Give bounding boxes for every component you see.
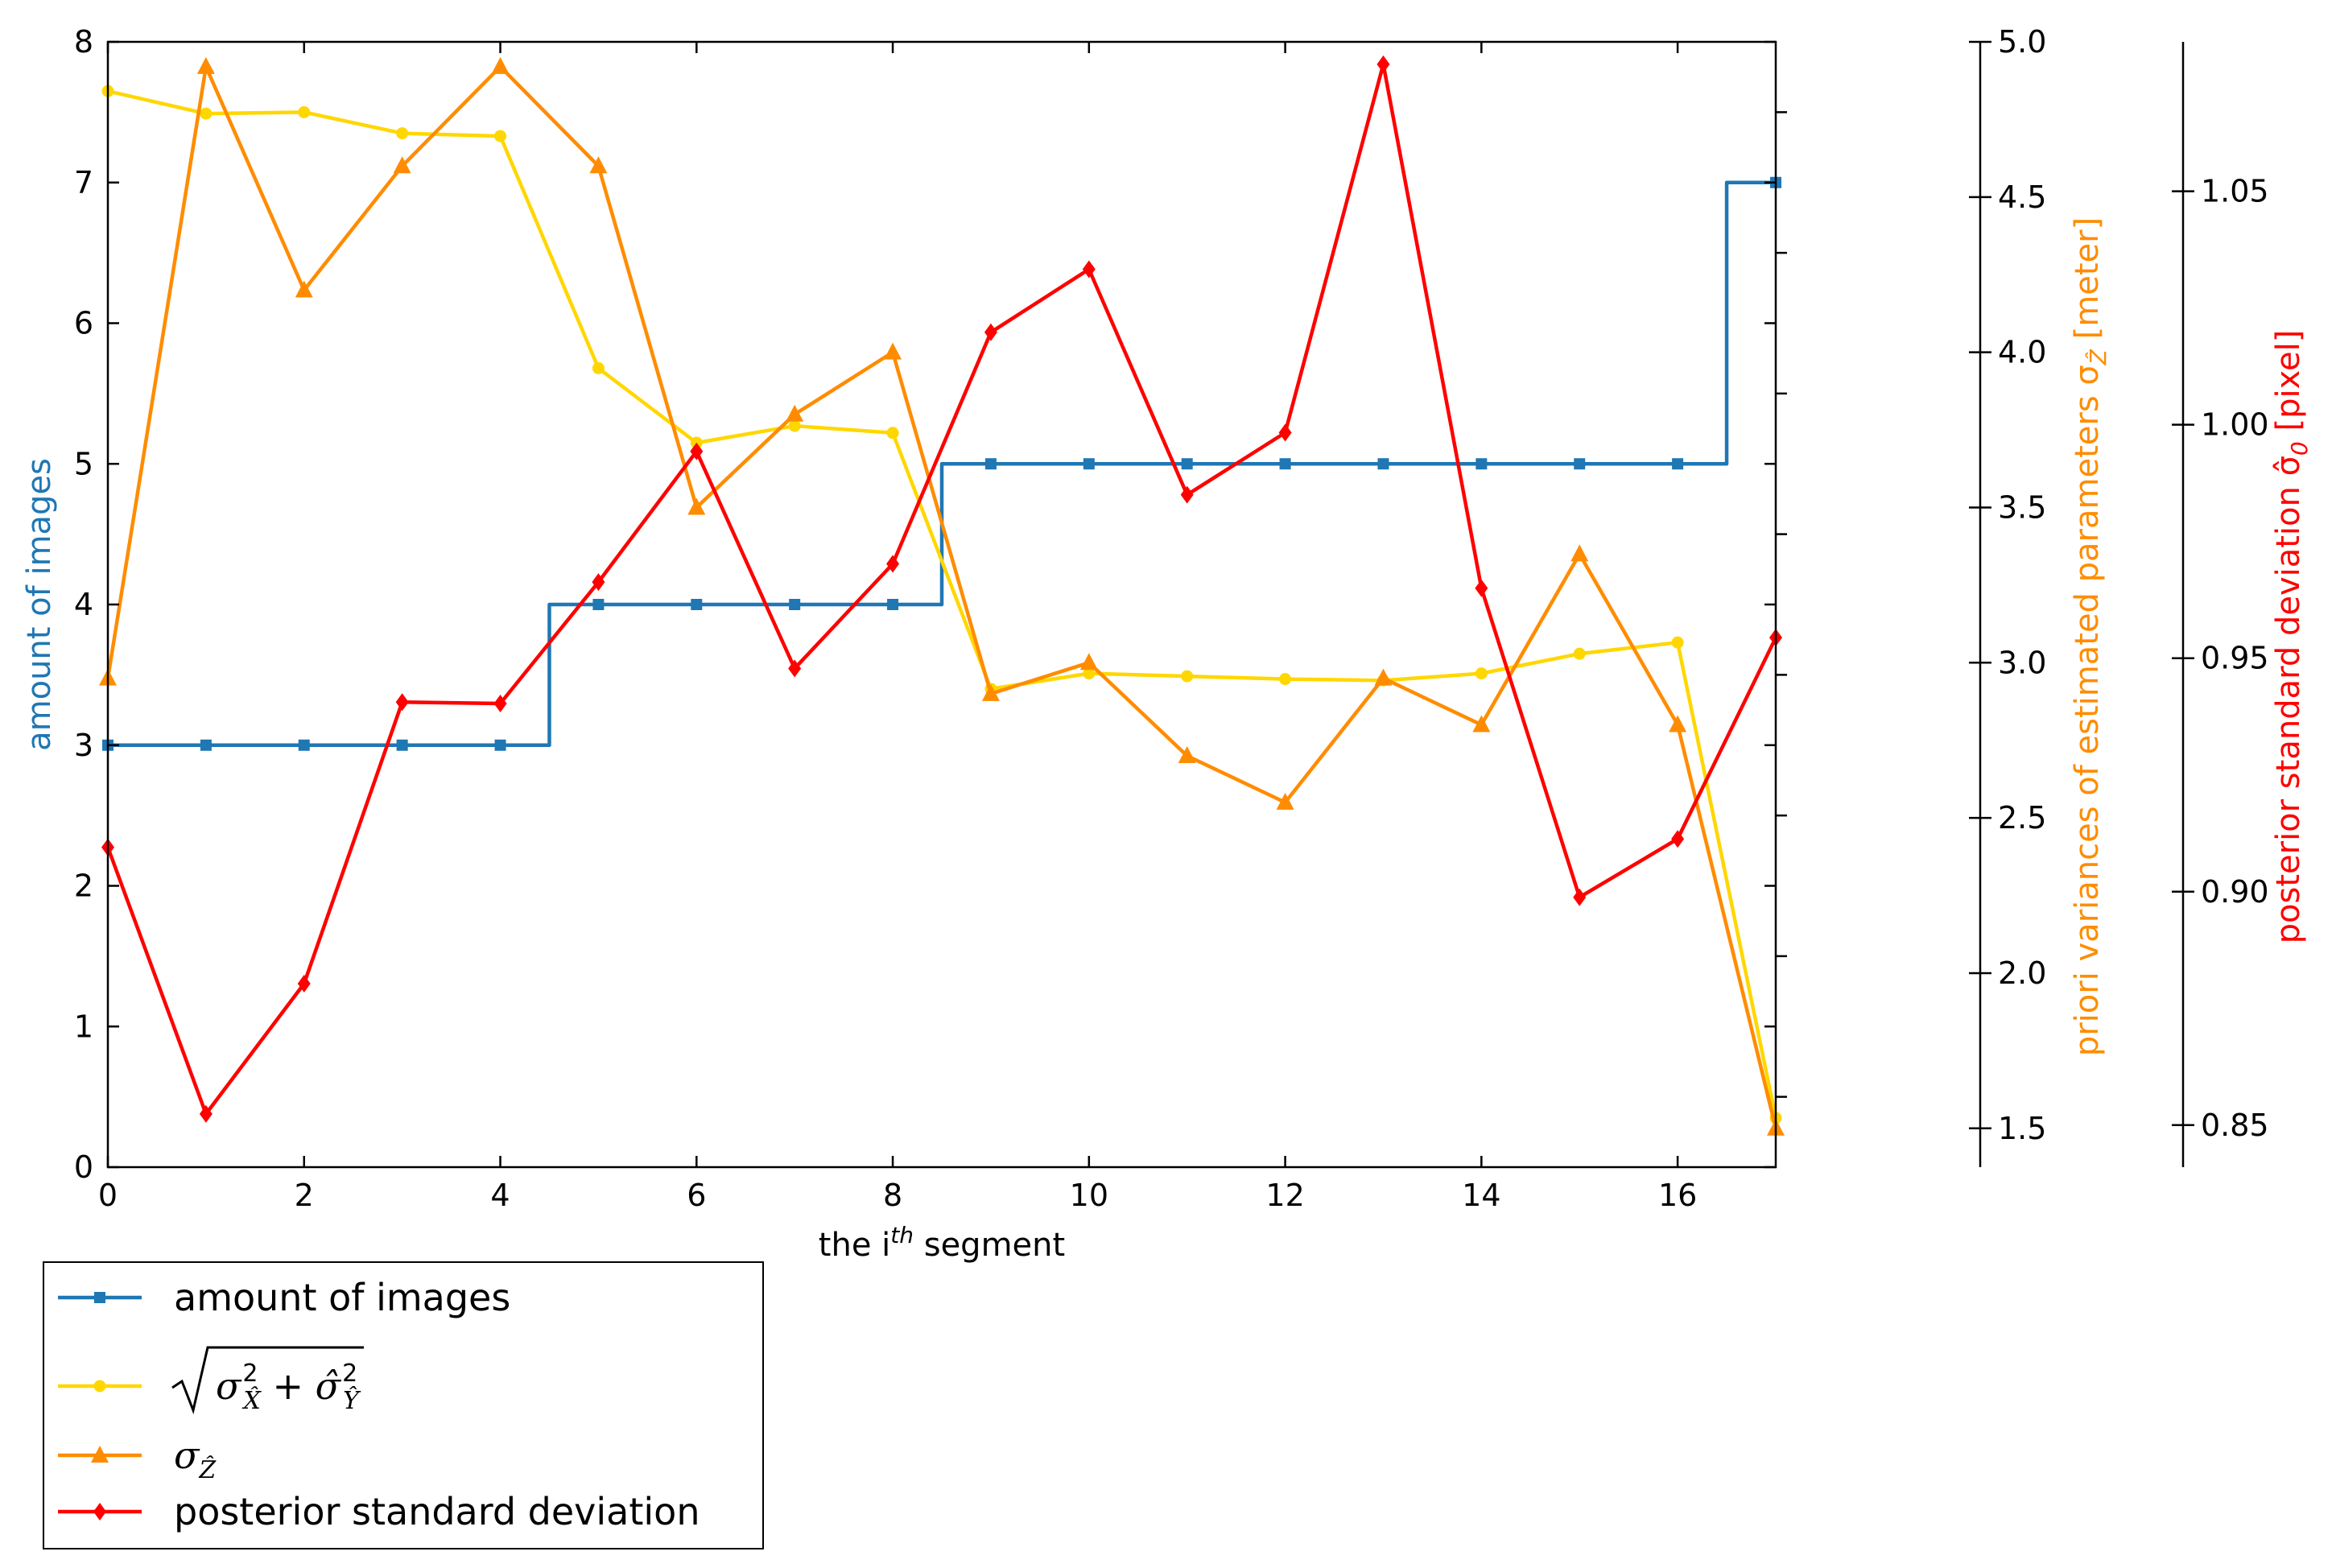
data-point [1475, 458, 1487, 469]
data-point [396, 127, 408, 139]
data-point [592, 362, 605, 374]
x-axis-title: the ith segment [819, 1222, 1065, 1264]
legend-label: amount of images [174, 1276, 510, 1319]
y-tick-label: 5 [74, 446, 93, 481]
left-axis-title: amount of images [21, 458, 58, 751]
right2-tick-label: 0.95 [2201, 641, 2269, 676]
y-tick-label: 0 [74, 1149, 93, 1185]
data-point [592, 599, 604, 610]
x-tick-label: 12 [1265, 1178, 1304, 1213]
y-tick-label: 4 [74, 587, 93, 622]
data-point [397, 740, 408, 751]
data-point [396, 693, 409, 711]
x-tick-label: 2 [295, 1178, 314, 1213]
data-point [1475, 580, 1488, 597]
x-tick-label: 6 [687, 1178, 706, 1213]
data-point [197, 57, 215, 74]
right2-tick-label: 0.85 [2201, 1108, 2269, 1143]
y-tick-label: 6 [74, 306, 93, 341]
right2-tick-label: 1.00 [2201, 407, 2269, 443]
y-tick-label: 1 [74, 1009, 93, 1044]
data-point [1083, 458, 1095, 469]
x-tick-label: 16 [1658, 1178, 1697, 1213]
data-point [1475, 667, 1488, 679]
right1-tick-label: 5.0 [1998, 24, 2046, 60]
data-point [1182, 458, 1193, 469]
right2-tick-label: 1.05 [2201, 174, 2269, 209]
y-tick-label: 2 [74, 869, 93, 904]
data-point [786, 405, 803, 422]
data-point [200, 108, 212, 120]
data-point [1574, 458, 1585, 469]
y-tick-label: 7 [74, 165, 93, 200]
x-tick-label: 0 [98, 1178, 118, 1213]
data-point [1080, 653, 1098, 670]
right1-tick-label: 1.5 [1998, 1111, 2046, 1146]
x-tick-label: 14 [1462, 1178, 1500, 1213]
y-tick-label: 3 [74, 728, 93, 763]
right1-tick-label: 4.0 [1998, 335, 2046, 370]
data-point [884, 343, 902, 360]
right1-tick-label: 2.5 [1998, 800, 2046, 836]
data-point [1374, 669, 1392, 686]
data-point [1376, 56, 1389, 73]
data-point [1279, 673, 1291, 685]
right1-axis-title: priori variances of estimated parameters… [2069, 217, 2111, 1056]
legend-swatch-marker [94, 1292, 105, 1303]
y-tick-label: 8 [74, 24, 93, 60]
axes-layer [108, 42, 2194, 1167]
series-layer [99, 56, 1785, 1136]
right1-tick-label: 2.0 [1998, 955, 2046, 991]
data-point [1279, 424, 1292, 442]
x-tick-label: 8 [883, 1178, 902, 1213]
legend-label: posterior standard deviation [174, 1490, 700, 1533]
data-point [299, 740, 310, 751]
right1-tick-label: 4.5 [1998, 179, 2046, 215]
data-point [1574, 648, 1586, 660]
right2-tick-label: 0.90 [2201, 874, 2269, 910]
data-point [691, 599, 702, 610]
data-point [298, 106, 310, 118]
data-point [492, 57, 510, 74]
data-point [495, 740, 506, 751]
data-point [789, 420, 801, 432]
data-point [200, 740, 212, 751]
legend-label: σ2 X̂ + σ̂2 Ŷ [216, 1360, 361, 1415]
legend: amount of images σ2 X̂ + σ̂2 Ŷ σẐ posterior s… [43, 1262, 763, 1549]
data-point [494, 130, 506, 142]
data-point [1672, 458, 1683, 469]
series-line [108, 183, 1776, 745]
data-point [1669, 715, 1686, 732]
data-point [1570, 544, 1588, 561]
x-tick-label: 4 [490, 1178, 510, 1213]
data-point [1672, 637, 1684, 649]
legend-swatch-marker [94, 1380, 106, 1393]
right1-tick-label: 3.0 [1998, 645, 2046, 680]
x-tick-label: 10 [1070, 1178, 1108, 1213]
right2-axis-title: posterior standard deviation σ̂0 [pixel] [2270, 330, 2313, 944]
data-point [1377, 458, 1389, 469]
data-point [1573, 889, 1586, 906]
data-point [1181, 671, 1193, 683]
data-point [1280, 458, 1291, 469]
data-point [985, 458, 997, 469]
data-point [789, 599, 800, 610]
right1-tick-label: 3.5 [1998, 489, 2046, 525]
data-point [887, 599, 898, 610]
data-point [887, 427, 899, 439]
